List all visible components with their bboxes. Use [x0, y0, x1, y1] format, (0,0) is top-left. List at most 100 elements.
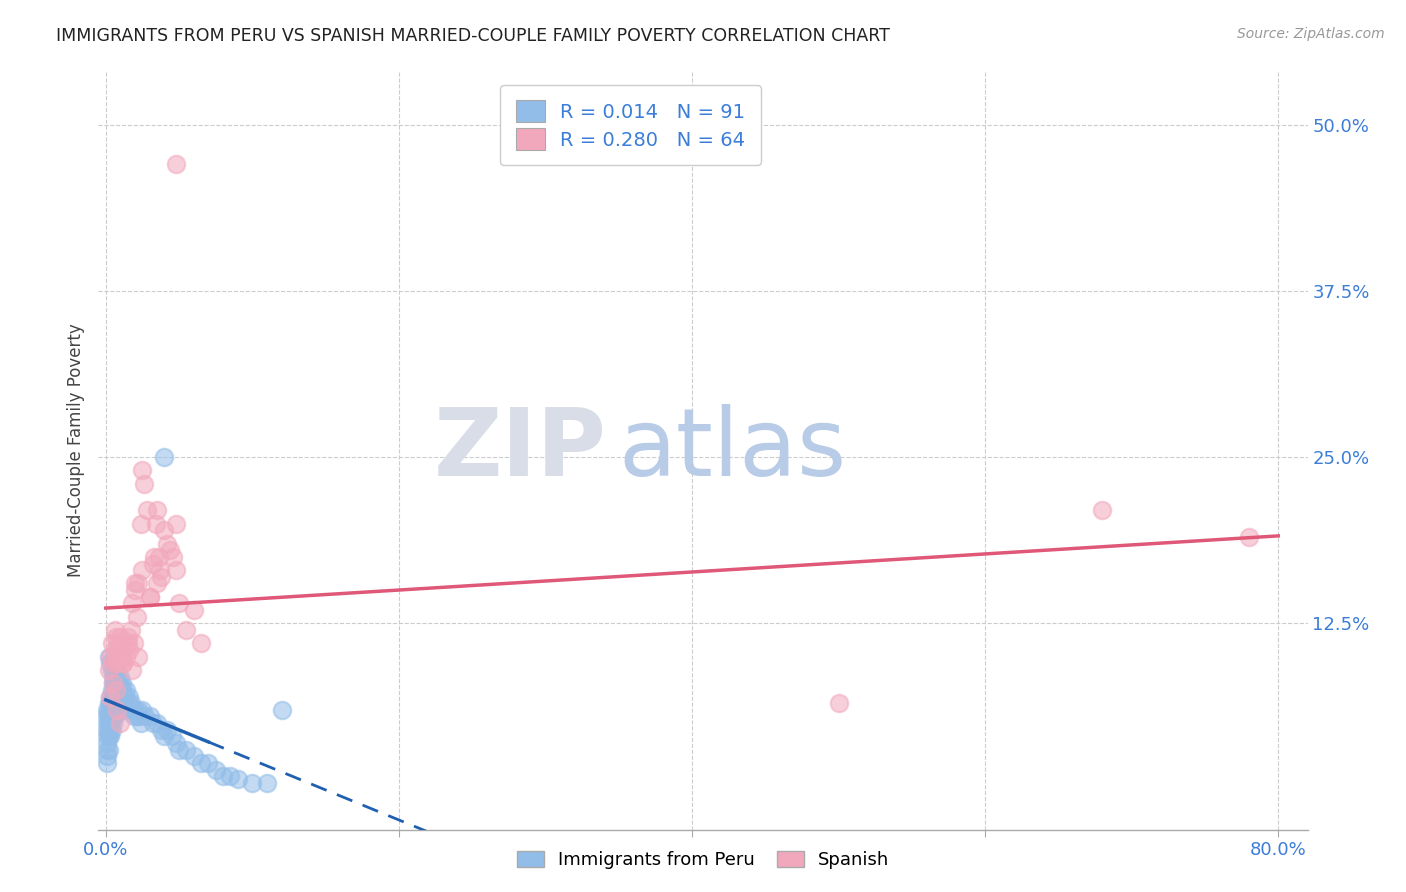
Point — [131, 703, 153, 717]
Point — [114, 636, 136, 650]
Point — [117, 636, 139, 650]
Point — [118, 690, 141, 704]
Point — [204, 763, 226, 777]
Point — [101, 676, 124, 690]
Point — [142, 716, 165, 731]
Point — [117, 696, 139, 710]
Point — [138, 709, 160, 723]
Point — [183, 749, 205, 764]
Point — [121, 596, 143, 610]
Point — [103, 676, 125, 690]
Point — [111, 649, 134, 664]
Point — [143, 549, 166, 564]
Point — [105, 663, 128, 677]
Point — [105, 682, 128, 697]
Point — [142, 557, 165, 571]
Point — [176, 743, 198, 757]
Point — [105, 703, 128, 717]
Point — [96, 749, 118, 764]
Point — [153, 450, 176, 464]
Point — [827, 696, 849, 710]
Point — [98, 703, 121, 717]
Point — [101, 670, 124, 684]
Point — [176, 623, 198, 637]
Point — [146, 503, 169, 517]
Point — [138, 590, 160, 604]
Point — [138, 590, 160, 604]
Point — [165, 563, 187, 577]
Point — [122, 636, 145, 650]
Point — [128, 709, 150, 723]
Point — [135, 503, 157, 517]
Point — [96, 716, 118, 731]
Point — [197, 756, 219, 770]
Point — [270, 703, 292, 717]
Point — [148, 549, 170, 564]
Point — [183, 603, 205, 617]
Point — [100, 709, 122, 723]
Point — [97, 723, 120, 737]
Point — [112, 657, 135, 671]
Point — [153, 523, 176, 537]
Point — [97, 716, 120, 731]
Point — [96, 723, 118, 737]
Point — [110, 682, 132, 697]
Point — [150, 570, 173, 584]
Point — [98, 716, 121, 731]
Point — [97, 730, 120, 744]
Point — [96, 730, 118, 744]
Point — [107, 636, 129, 650]
Point — [108, 696, 131, 710]
Text: atlas: atlas — [619, 404, 846, 497]
Y-axis label: Married-Couple Family Poverty: Married-Couple Family Poverty — [66, 324, 84, 577]
Point — [120, 696, 142, 710]
Text: Source: ZipAtlas.com: Source: ZipAtlas.com — [1237, 27, 1385, 41]
Point — [149, 563, 172, 577]
Point — [105, 649, 128, 664]
Point — [97, 663, 120, 677]
Point — [110, 690, 132, 704]
Point — [98, 690, 121, 704]
Point — [98, 657, 121, 671]
Point — [97, 703, 120, 717]
Point — [167, 596, 190, 610]
Point — [107, 690, 129, 704]
Point — [131, 463, 153, 477]
Point — [107, 657, 129, 671]
Point — [167, 743, 190, 757]
Point — [101, 703, 124, 717]
Point — [129, 516, 152, 531]
Point — [124, 576, 146, 591]
Point — [110, 630, 132, 644]
Point — [112, 703, 135, 717]
Point — [105, 670, 128, 684]
Point — [98, 709, 121, 723]
Point — [112, 657, 135, 671]
Point — [212, 769, 235, 783]
Point — [160, 730, 183, 744]
Point — [105, 630, 128, 644]
Point — [108, 676, 131, 690]
Point — [240, 776, 263, 790]
Point — [146, 576, 169, 591]
Point — [256, 776, 278, 790]
Point — [96, 709, 118, 723]
Point — [96, 736, 118, 750]
Point — [108, 676, 131, 690]
Point — [103, 690, 125, 704]
Point — [110, 670, 132, 684]
Point — [150, 723, 173, 737]
Point — [120, 623, 142, 637]
Point — [190, 636, 212, 650]
Point — [165, 736, 187, 750]
Point — [121, 663, 143, 677]
Point — [100, 682, 122, 697]
Point — [132, 476, 155, 491]
Point — [124, 703, 146, 717]
Point — [165, 516, 187, 531]
Point — [1091, 503, 1114, 517]
Point — [96, 703, 118, 717]
Point — [100, 723, 122, 737]
Point — [125, 709, 148, 723]
Point — [111, 696, 134, 710]
